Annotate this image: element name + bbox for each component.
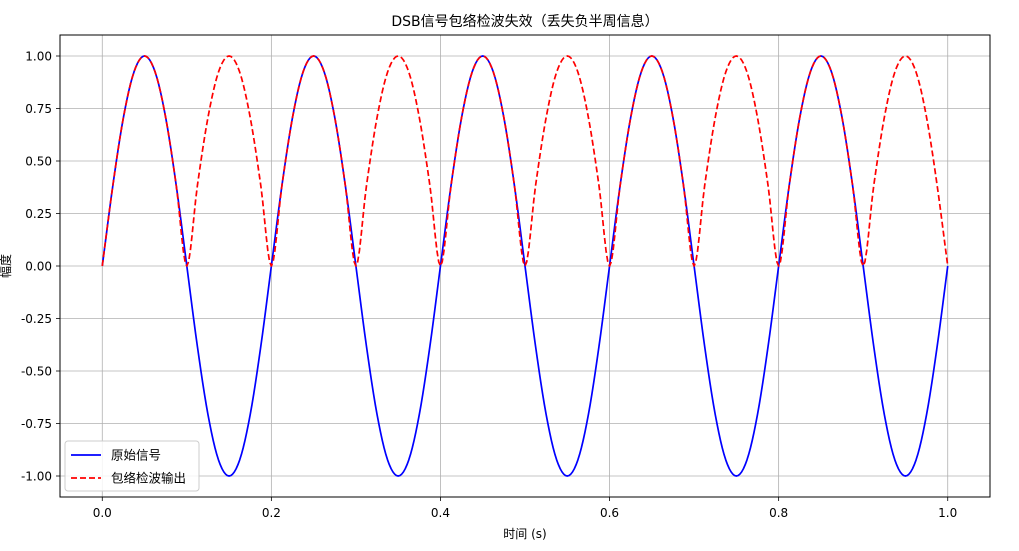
x-tick-label: 0.0	[93, 506, 112, 520]
x-tick-label: 0.4	[431, 506, 450, 520]
y-axis-title: 幅度	[0, 254, 13, 278]
y-tick-label: 0.00	[25, 260, 52, 274]
plot-area-series	[101, 55, 949, 477]
y-tick-label: 1.00	[25, 50, 52, 64]
legend-label-original-signal: 原始信号	[111, 448, 161, 463]
legend-label-envelope-output: 包络检波输出	[111, 471, 186, 486]
chart-title: DSB信号包络检波失效（丢失负半周信息）	[391, 13, 658, 30]
x-axis-title: 时间 (s)	[503, 527, 546, 541]
legend: 原始信号 包络检波输出	[64, 440, 200, 492]
y-tick-label: 0.75	[25, 102, 52, 116]
x-tick-label: 1.0	[938, 506, 957, 520]
x-tick-label: 0.6	[600, 506, 619, 520]
y-tick-label: 0.25	[25, 207, 52, 221]
y-tick-label: -0.75	[21, 417, 52, 431]
y-tick-label: -1.00	[21, 470, 52, 484]
x-tick-label: 0.8	[769, 506, 788, 520]
x-tick-label: 0.2	[262, 506, 281, 520]
series-line-envelope-output	[101, 55, 949, 267]
y-tick-label: -0.50	[21, 365, 52, 379]
y-tick-label: -0.25	[21, 312, 52, 326]
axis-ticks: 0.0 0.2 0.4 0.6 0.8 1.0 -1.00 -0.75 -0.50 -0.25 0.…	[21, 50, 957, 521]
y-tick-label: 0.50	[25, 155, 52, 169]
